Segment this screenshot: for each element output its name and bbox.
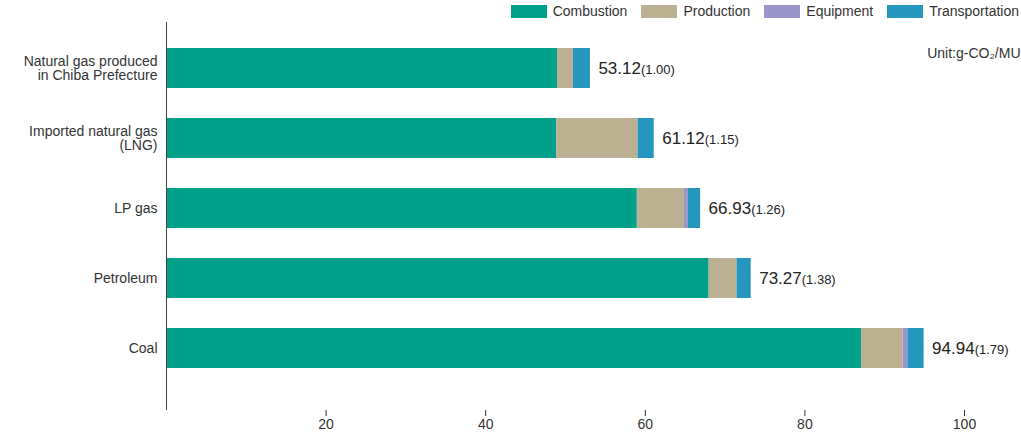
- svg-text:61.12: 61.12: [662, 129, 705, 148]
- svg-text:80: 80: [797, 416, 813, 432]
- svg-text:(1.38): (1.38): [802, 272, 836, 287]
- html-text:Combustion: Combustion: [552, 3, 628, 19]
- svg-text:20: 20: [318, 416, 334, 432]
- svg-text:94.94: 94.94: [932, 339, 975, 358]
- svg-text:Imported natural gas(LNG): Imported natural gas(LNG): [29, 123, 157, 153]
- html-text:Production: Production: [683, 3, 751, 19]
- html-text:Equipment: Equipment: [806, 3, 874, 19]
- svg-text:Coal: Coal: [129, 340, 158, 356]
- svg-text:66.93: 66.93: [709, 199, 752, 218]
- svg-text:Unit:g-CO₂/MU: Unit:g-CO₂/MU: [927, 45, 1020, 61]
- svg-text:LP gas: LP gas: [114, 200, 157, 216]
- svg-text:53.12: 53.12: [598, 59, 641, 78]
- svg-text:(1.79): (1.79): [975, 342, 1009, 357]
- svg-text:Petroleum: Petroleum: [94, 270, 158, 286]
- svg-text:(1.15): (1.15): [705, 132, 739, 147]
- svg-text:Natural gas producedin Chiba P: Natural gas producedin Chiba Prefecture: [24, 53, 158, 83]
- svg-text:100: 100: [953, 416, 977, 432]
- svg-text:40: 40: [478, 416, 494, 432]
- svg-text:60: 60: [638, 416, 654, 432]
- html-text:Transportation: Transportation: [929, 3, 1019, 19]
- svg-text:(1.00): (1.00): [641, 62, 675, 77]
- svg-text:(1.26): (1.26): [751, 202, 785, 217]
- svg-text:73.27: 73.27: [759, 269, 802, 288]
